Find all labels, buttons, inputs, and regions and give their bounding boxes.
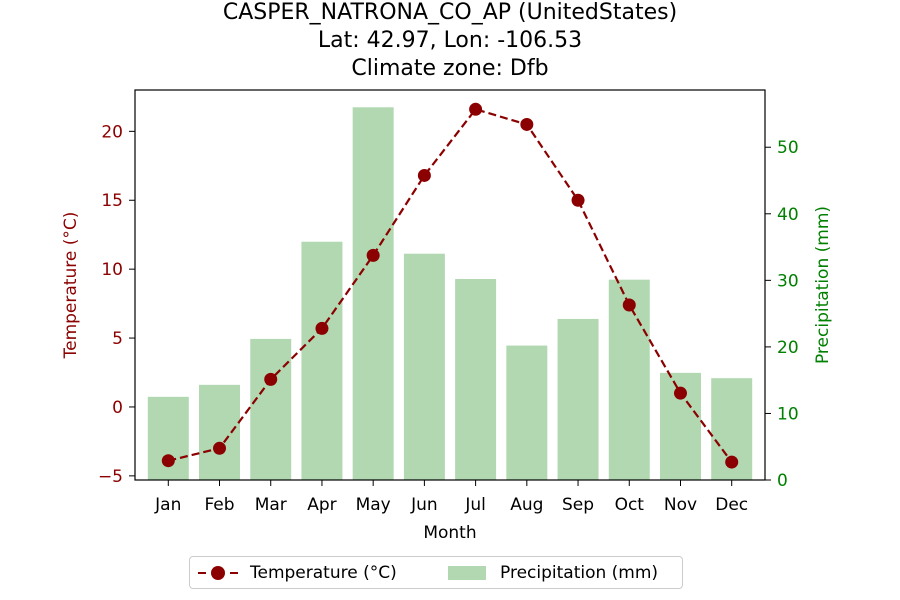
temperature-line-swatch: [198, 564, 238, 582]
left-tick-label: −5: [98, 467, 123, 487]
temperature-line: [168, 108, 733, 463]
temperature-point-jul: [469, 102, 483, 116]
chart-title-line-2: Lat: 42.97, Lon: -106.53: [317, 28, 583, 53]
temperature-point-jun: [417, 168, 431, 182]
x-tick-label-jun: Jun: [410, 495, 438, 515]
temperature-point-aug: [520, 117, 534, 131]
precipitation-bar-feb: [199, 384, 240, 480]
temperature-point-sep: [571, 193, 585, 207]
precipitation-bar-jan: [147, 396, 189, 480]
x-tick-label-apr: Apr: [307, 495, 336, 515]
temperature-point-mar: [264, 372, 278, 386]
temperature-point-dec: [725, 455, 739, 469]
left-tick-label: 15: [101, 191, 123, 211]
temperature-point-may: [366, 248, 380, 262]
legend-label-precipitation: Precipitation (mm): [500, 563, 659, 583]
right-tick-label: 20: [777, 338, 799, 358]
legend-item-precipitation: Precipitation (mm): [448, 563, 658, 583]
right-tick-label: 40: [777, 205, 799, 225]
x-tick-label-may: May: [356, 495, 391, 515]
legend-item-temperature: Temperature (°C): [198, 563, 397, 583]
x-tick-label-jan: Jan: [154, 495, 181, 515]
x-tick-label-mar: Mar: [255, 495, 287, 515]
x-tick-label-sep: Sep: [562, 495, 594, 515]
x-tick-label-nov: Nov: [664, 495, 697, 515]
chart-legend: Temperature (°C) Precipitation (mm): [189, 556, 683, 589]
precipitation-bar-mar: [250, 338, 292, 480]
chart-title-line-1: CASPER_NATRONA_CO_AP (UnitedStates): [222, 0, 678, 25]
precipitation-bar-apr: [301, 241, 343, 480]
precipitation-bar-jul: [455, 279, 497, 480]
precipitation-bar-may: [352, 107, 394, 480]
x-tick-label-oct: Oct: [615, 495, 645, 515]
precipitation-bar-oct: [608, 279, 650, 480]
temperature-point-oct: [622, 298, 636, 312]
temperature-point-jan: [161, 454, 175, 468]
legend-label-temperature: Temperature (°C): [250, 563, 397, 583]
precipitation-bar-aug: [506, 345, 548, 480]
x-tick-label-feb: Feb: [204, 495, 234, 515]
chart-title-line-3: Climate zone: Dfb: [351, 56, 549, 81]
left-axis-label: Temperature (°C): [61, 212, 81, 360]
right-tick-label: 50: [777, 138, 799, 158]
x-tick-label-aug: Aug: [510, 495, 543, 515]
left-tick-label: 10: [101, 260, 123, 280]
right-axis-label: Precipitation (mm): [813, 206, 833, 364]
left-tick-label: 5: [112, 329, 123, 349]
temperature-point-nov: [673, 386, 687, 400]
precipitation-bar-jun: [403, 253, 445, 480]
x-tick-label-dec: Dec: [715, 495, 748, 515]
x-tick-label-jul: Jul: [464, 495, 486, 515]
precipitation-bar-swatch: [448, 566, 486, 580]
temperature-point-feb: [213, 441, 227, 455]
left-tick-label: 20: [101, 122, 123, 142]
temperature-point-apr: [315, 321, 329, 335]
precipitation-bar-sep: [557, 318, 599, 480]
right-tick-label: 30: [777, 271, 799, 291]
left-tick-label: 0: [112, 398, 123, 418]
x-axis-label: Month: [423, 523, 476, 543]
right-tick-label: 10: [777, 404, 799, 424]
right-tick-label: 0: [777, 471, 788, 491]
plot-frame: [134, 89, 766, 481]
